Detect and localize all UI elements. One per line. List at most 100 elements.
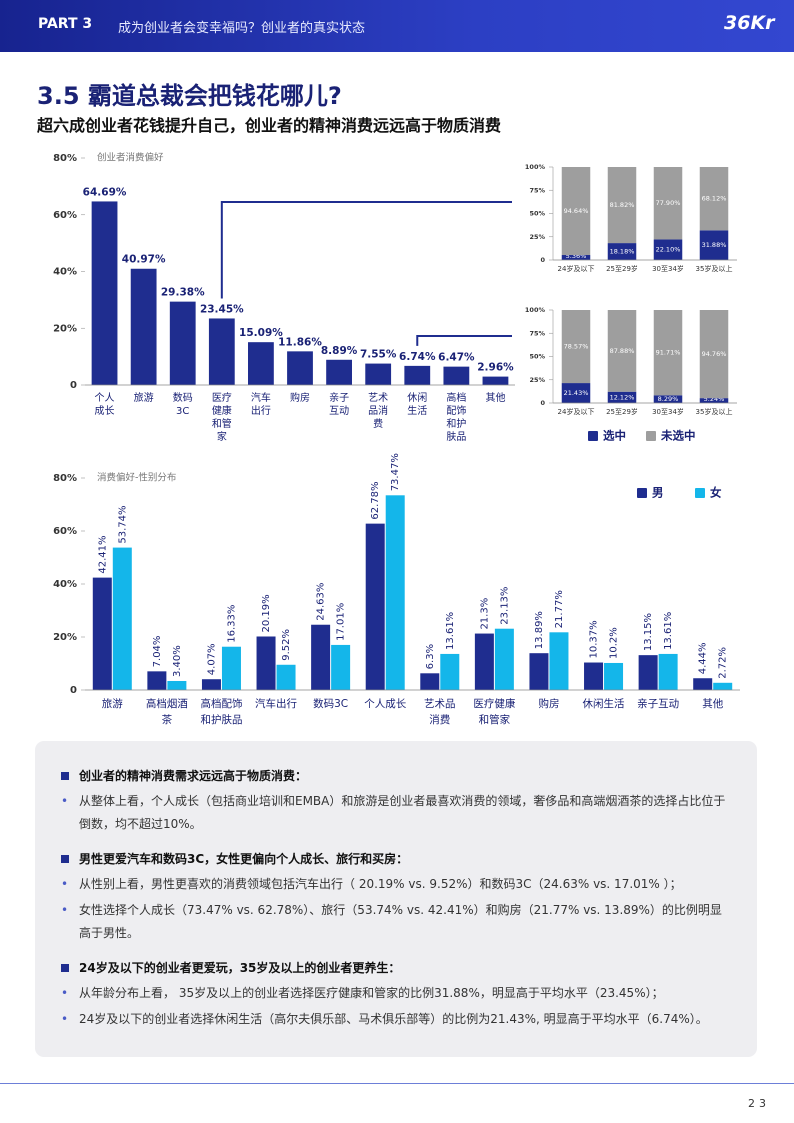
header-band: PART 3 成为创业者会变幸福吗？创业者的真实状态 36Kr (0, 0, 794, 52)
value-label: 21.43% (564, 389, 589, 397)
y-tick-label: 75% (529, 329, 545, 337)
value-label: 7.04% (152, 636, 163, 668)
value-label: 9.52% (281, 629, 292, 661)
x-tick-label: 旅游 (134, 391, 154, 404)
x-tick-label: 亲子互动 (329, 391, 349, 417)
x-tick-label: 医疗健康和管家 (473, 697, 515, 726)
value-label: 13.15% (643, 613, 654, 651)
value-label: 16.33% (226, 605, 237, 643)
y-tick-label: 80% (53, 473, 77, 484)
value-label: 87.88% (610, 347, 635, 355)
section-subtitle: 超六成创业者花钱提升自己，创业者的精神消费远远高于物质消费 (37, 116, 502, 135)
note-bullet: 从性别上看，男性更喜欢的消费领域包括汽车出行（ 20.19% vs. 9.52%… (61, 873, 727, 896)
value-label: 64.69% (83, 186, 127, 198)
x-tick-label: 汽车出行 (251, 391, 271, 417)
x-tick-label: 35岁及以上 (696, 407, 733, 416)
note-bullet: 女性选择个人成长（73.47% vs. 62.78%）、旅行（53.74% vs… (61, 899, 727, 945)
connector (220, 201, 512, 299)
bar (638, 655, 658, 690)
x-tick-label: 25至29岁 (606, 264, 638, 273)
y-tick-label: 80% (53, 153, 77, 164)
bar-segment (561, 167, 591, 256)
bar-segment (561, 255, 591, 260)
charts: 0 20% 40% 60% 80% 创业者消费偏好 64.69% 个人成长 40.97% 旅游 29… (53, 152, 740, 726)
notes-box: 创业者的精神消费需求远远高于物质消费： 从整体上看，个人成长（包括商业培训和EMB… (35, 741, 757, 1057)
bar-segment (699, 398, 729, 403)
page-number: 23 (748, 1097, 770, 1110)
x-tick-label: 个人成长 (95, 392, 115, 417)
bar (385, 495, 405, 690)
value-label: 23.13% (499, 587, 510, 625)
bar (494, 628, 514, 690)
value-label: 8.89% (321, 345, 358, 357)
bar (208, 318, 235, 385)
value-label: 11.86% (278, 336, 322, 348)
x-tick-label: 个人成长 (364, 698, 406, 710)
y-tick-label: 40% (53, 267, 77, 278)
x-tick-label: 休闲生活 (407, 391, 427, 417)
x-tick-label: 35岁及以上 (696, 264, 733, 273)
bar-segment (653, 310, 683, 396)
value-label: 15.09% (239, 327, 283, 339)
value-label: 5.24% (704, 395, 725, 403)
value-label: 2.96% (477, 362, 514, 374)
note-heading: 男性更爱汽车和数码3C，女性更偏向个人成长、旅行和买房： (61, 848, 727, 870)
x-tick-label: 其他 (485, 391, 505, 404)
bar (276, 664, 296, 690)
bar-segment (607, 243, 637, 260)
bar (604, 662, 624, 690)
bar-segment (607, 167, 637, 244)
legend-swatch (588, 431, 598, 441)
y-tick-label: 75% (529, 186, 545, 194)
bar (482, 376, 509, 385)
y-tick-label: 100% (525, 306, 546, 314)
bar (474, 633, 494, 690)
bar (311, 624, 331, 690)
x-tick-label: 艺术品消费 (424, 698, 456, 726)
value-label: 24.63% (316, 583, 327, 621)
chart-title: 创业者消费偏好 (97, 152, 164, 164)
chart-title: 消费偏好-性别分布 (97, 472, 176, 484)
x-tick-label: 高档配饰和护肤品 (200, 697, 242, 726)
bar-segment (699, 310, 729, 399)
bar (693, 678, 713, 690)
bar (365, 523, 385, 690)
bar-segment (561, 310, 591, 384)
legend-label: 女 (710, 486, 722, 500)
bar (443, 366, 470, 385)
y-tick-label: 100% (525, 163, 546, 171)
x-tick-label: 购房 (290, 391, 310, 404)
value-label: 77.90% (656, 199, 681, 207)
x-tick-label: 汽车出行 (255, 697, 297, 710)
x-tick-label: 医疗健康和管家 (212, 391, 232, 443)
y-tick-label: 50% (529, 353, 545, 361)
value-label: 2.72% (718, 647, 729, 679)
bar (529, 653, 549, 690)
legend-swatch (695, 488, 705, 498)
value-label: 6.3% (425, 644, 436, 669)
bar (404, 365, 431, 385)
value-label: 91.71% (656, 349, 681, 357)
legend-swatch (646, 431, 656, 441)
note-section: 24岁及以下的创业者更爱玩，35岁及以上的创业者更养生： 从年龄分布上看， 35岁… (61, 957, 727, 1031)
bar (169, 301, 196, 385)
legend-swatch (637, 488, 647, 498)
legend-label: 选中 (603, 429, 626, 443)
legend-label: 男 (652, 486, 664, 500)
value-label: 81.82% (610, 201, 635, 209)
value-label: 5.36% (566, 252, 587, 260)
legend-label: 未选中 (660, 429, 696, 443)
bar (326, 359, 352, 385)
bar (658, 653, 678, 690)
value-label: 94.64% (564, 207, 589, 215)
part-label: PART 3 (38, 16, 93, 32)
bar (584, 662, 604, 690)
bar-segment (699, 230, 729, 260)
bar (201, 679, 221, 690)
value-label: 42.41% (97, 535, 108, 573)
x-tick-label: 艺术品消费 (368, 392, 388, 430)
note-section: 创业者的精神消费需求远远高于物质消费： 从整体上看，个人成长（包括商业培训和EMB… (61, 765, 727, 836)
value-label: 20.19% (261, 594, 272, 632)
y-tick-label: 40% (53, 579, 77, 590)
y-tick-label: 20% (53, 323, 77, 334)
